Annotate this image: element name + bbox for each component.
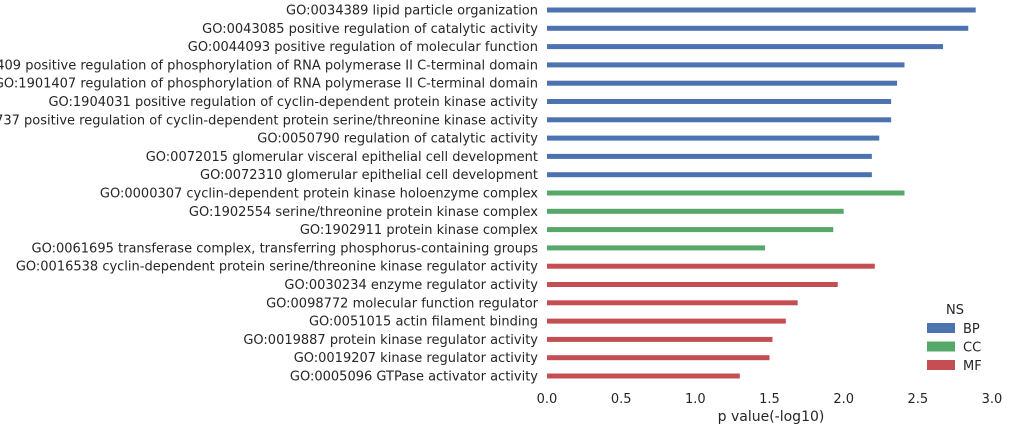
bar-mf <box>547 336 773 342</box>
bar-bp <box>547 7 976 13</box>
bar-bp <box>547 80 898 86</box>
category-label: GO:1901407 regulation of phosphorylation… <box>0 77 538 92</box>
legend: NS BP CC MF <box>927 303 982 374</box>
bar-mf <box>547 318 786 324</box>
x-tick-label: 3.0 <box>982 392 1003 407</box>
category-label: GO:0050790 regulation of catalytic activ… <box>257 132 538 147</box>
bar-mf <box>547 282 838 287</box>
category-label: GO:0043085 positive regulation of cataly… <box>202 22 538 37</box>
bar-bp <box>547 62 905 68</box>
category-label: GO:0098772 molecular function regulator <box>266 296 539 311</box>
category-label: GO:1901409 positive regulation of phosph… <box>0 58 538 73</box>
bar-bp <box>547 25 969 31</box>
category-label: GO:0005096 GTPase activator activity <box>290 370 538 385</box>
category-label: GO:0016538 cyclin-dependent protein seri… <box>16 260 538 275</box>
x-axis: 0.0 0.5 1.0 1.5 2.0 2.5 3.0 <box>537 392 1003 407</box>
bar-cc <box>547 190 905 196</box>
bar-bp <box>547 99 892 104</box>
x-tick-label: 0.5 <box>611 392 632 407</box>
x-tick-label: 2.0 <box>833 392 854 407</box>
legend-label-bp: BP <box>963 322 980 337</box>
x-tick-label: 1.5 <box>759 392 780 407</box>
category-label: GO:0019207 kinase regulator activity <box>294 351 539 366</box>
category-labels: GO:0034389 lipid particle organization GO… <box>0 4 539 385</box>
category-label: GO:0061695 transferase complex, transfer… <box>32 241 539 256</box>
legend-title: NS <box>946 303 964 318</box>
category-label: GO:0072310 glomerular epithelial cell de… <box>200 168 538 183</box>
bar-bp <box>547 153 872 159</box>
bars-layer <box>547 7 976 379</box>
category-label: GO:0044093 positive regulation of molecu… <box>188 40 538 55</box>
x-axis-title: p value(-log10) <box>718 409 825 425</box>
bar-mf <box>547 355 770 361</box>
legend-label-mf: MF <box>963 359 982 374</box>
bar-cc <box>547 245 766 251</box>
bar-mf <box>547 263 875 269</box>
bar-mf <box>547 373 740 379</box>
category-label: GO:0030234 enzyme regulator activity <box>284 278 538 293</box>
bar-cc <box>547 227 834 233</box>
category-label: GO:0051015 actin filament binding <box>309 315 538 330</box>
bar-bp <box>547 172 872 178</box>
bar-bp <box>547 117 892 123</box>
category-label: GO:0034389 lipid particle organization <box>286 4 538 19</box>
bar-bp <box>547 44 944 50</box>
legend-label-cc: CC <box>963 341 981 356</box>
category-label: GO:0072015 glomerular visceral epithelia… <box>146 150 538 165</box>
legend-swatch-mf <box>927 360 955 370</box>
x-tick-label: 2.5 <box>907 392 928 407</box>
bar-cc <box>547 208 844 214</box>
category-label: GO:1902911 protein kinase complex <box>300 223 538 238</box>
x-tick-label: 0.0 <box>537 392 558 407</box>
category-label: GO:0000307 cyclin-dependent protein kina… <box>100 187 538 202</box>
category-label: GO:0019887 protein kinase regulator acti… <box>243 333 538 348</box>
x-tick-label: 1.0 <box>685 392 706 407</box>
legend-swatch-bp <box>927 323 955 333</box>
category-label: GO:1904031 positive regulation of cyclin… <box>48 95 538 110</box>
category-label: GO:1902554 serine/threonine protein kina… <box>189 205 538 220</box>
bar-mf <box>547 300 798 306</box>
category-label: GO:0045737 positive regulation of cyclin… <box>0 113 538 128</box>
legend-swatch-cc <box>927 341 955 352</box>
bar-bp <box>547 135 880 141</box>
